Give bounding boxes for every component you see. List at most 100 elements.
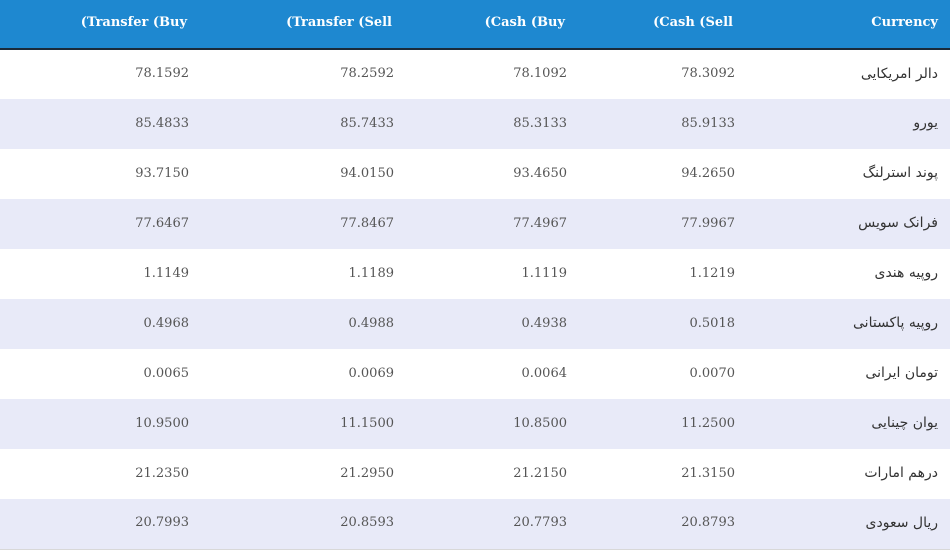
currency-name-cell: فرانک سویس xyxy=(743,199,950,249)
rate-value: 85.4833 xyxy=(135,115,189,131)
cash-sell-cell: 1.1219 xyxy=(575,249,743,299)
rate-value: 0.0064 xyxy=(521,365,568,381)
rate-value: 85.3133 xyxy=(513,115,567,131)
transfer-buy-cell: 0.4968 xyxy=(0,299,197,349)
cash-buy-cell: 0.4938 xyxy=(402,299,575,349)
rate-value: 77.4967 xyxy=(513,215,567,231)
table-row: تومان ایرانی 0.0070 0.0064 0.0069 0.0065 xyxy=(0,349,950,399)
currency-name-cell: درهم امارات xyxy=(743,449,950,499)
rate-value: 1.1149 xyxy=(143,265,190,281)
table-body: دالر امریکایی 78.3092 78.1092 78.2592 78.159… xyxy=(0,49,950,549)
transfer-sell-cell: 0.0069 xyxy=(197,349,402,399)
currency-label: یورو xyxy=(913,115,938,131)
rate-value: 93.7150 xyxy=(135,165,189,181)
transfer-sell-cell: 11.1500 xyxy=(197,399,402,449)
rate-value: 78.3092 xyxy=(681,66,735,81)
transfer-buy-cell: 93.7150 xyxy=(0,149,197,199)
rate-value: 21.2350 xyxy=(135,465,189,481)
rate-value: 0.4938 xyxy=(521,315,568,331)
rate-value: 0.0070 xyxy=(689,365,736,381)
cash-buy-cell: 10.8500 xyxy=(402,399,575,449)
rate-value: 77.9967 xyxy=(681,215,735,231)
cash-sell-cell: 21.3150 xyxy=(575,449,743,499)
rate-value: 0.4968 xyxy=(143,315,190,331)
table-row: درهم امارات 21.3150 21.2150 21.2950 21.2350 xyxy=(0,449,950,499)
rate-value: 85.9133 xyxy=(681,115,735,131)
rate-value: 21.2950 xyxy=(340,465,394,481)
rate-value: 20.7993 xyxy=(135,515,189,531)
table-row: روپیه پاکستانی 0.5018 0.4938 0.4988 0.4968 xyxy=(0,299,950,349)
table-row: ریال سعودی 20.8793 20.7793 20.8593 20.7993 xyxy=(0,499,950,549)
rate-value: 20.7793 xyxy=(513,515,567,531)
cash-buy-cell: 93.4650 xyxy=(402,149,575,199)
rate-value: 11.1500 xyxy=(340,415,394,431)
rate-value: 78.1592 xyxy=(135,66,189,81)
cash-buy-cell: 85.3133 xyxy=(402,99,575,149)
cash-buy-cell: 77.4967 xyxy=(402,199,575,249)
currency-name-cell: ریال سعودی xyxy=(743,499,950,549)
currency-label: ریال سعودی xyxy=(865,514,938,531)
rate-value: 94.2650 xyxy=(681,165,735,181)
rate-value: 21.2150 xyxy=(513,465,567,481)
header-row: Currency (Cash (Sell (Cash (Buy (Transfe… xyxy=(0,0,950,49)
rate-value: 77.8467 xyxy=(340,215,394,231)
cash-sell-cell: 94.2650 xyxy=(575,149,743,199)
transfer-sell-cell: 85.7433 xyxy=(197,99,402,149)
transfer-buy-cell: 0.0065 xyxy=(0,349,197,399)
rate-value: 94.0150 xyxy=(340,165,394,181)
cash-sell-cell: 11.2500 xyxy=(575,399,743,449)
rate-value: 10.9500 xyxy=(135,415,189,431)
table-row: دالر امریکایی 78.3092 78.1092 78.2592 78.159… xyxy=(0,49,950,99)
currency-name-cell: پوند استرلنگ xyxy=(743,149,950,199)
rate-value: 0.4988 xyxy=(348,315,395,331)
cash-sell-cell: 0.5018 xyxy=(575,299,743,349)
currency-label: فرانک سویس xyxy=(858,215,938,231)
rate-value: 11.2500 xyxy=(681,415,735,431)
currency-label: تومان ایرانی xyxy=(865,365,938,381)
header-cash-buy: (Cash (Buy xyxy=(484,15,565,30)
currency-name-cell: دالر امریکایی xyxy=(743,49,950,99)
currency-name-cell: تومان ایرانی xyxy=(743,349,950,399)
transfer-buy-cell: 10.9500 xyxy=(0,399,197,449)
transfer-sell-cell: 0.4988 xyxy=(197,299,402,349)
rate-value: 20.8793 xyxy=(681,515,735,531)
currency-label: یوان چینایی xyxy=(871,415,938,431)
rate-value: 0.0069 xyxy=(348,365,395,381)
rate-value: 0.5018 xyxy=(689,315,736,331)
rate-value: 0.0065 xyxy=(143,365,190,381)
rate-value: 21.3150 xyxy=(681,465,735,481)
rate-value: 1.1219 xyxy=(689,265,736,281)
table-row: یورو 85.9133 85.3133 85.7433 85.4833 xyxy=(0,99,950,149)
transfer-buy-cell: 20.7993 xyxy=(0,499,197,549)
rate-value: 10.8500 xyxy=(513,415,567,431)
rate-value: 78.1092 xyxy=(513,66,567,81)
table-row: روپیه هندی 1.1219 1.1119 1.1189 1.1149 xyxy=(0,249,950,299)
cash-sell-cell: 78.3092 xyxy=(575,49,743,99)
cash-buy-cell: 1.1119 xyxy=(402,249,575,299)
currency-label: درهم امارات xyxy=(864,465,938,481)
currency-label: دالر امریکایی xyxy=(860,65,938,82)
header-transfer-sell: (Transfer (Sell xyxy=(286,15,392,30)
rate-value: 85.7433 xyxy=(340,115,394,131)
cash-sell-cell: 20.8793 xyxy=(575,499,743,549)
currency-label: روپیه هندی xyxy=(874,265,938,281)
currency-name-cell: یورو xyxy=(743,99,950,149)
rate-value: 1.1119 xyxy=(521,265,568,281)
currency-label: روپیه پاکستانی xyxy=(853,315,938,331)
transfer-sell-cell: 77.8467 xyxy=(197,199,402,249)
cash-sell-cell: 0.0070 xyxy=(575,349,743,399)
transfer-sell-cell: 78.2592 xyxy=(197,49,402,99)
currency-name-cell: یوان چینایی xyxy=(743,399,950,449)
table-header: Currency (Cash (Sell (Cash (Buy (Transfe… xyxy=(0,0,950,49)
table-row: فرانک سویس 77.9967 77.4967 77.8467 77.6467 xyxy=(0,199,950,249)
transfer-buy-cell: 21.2350 xyxy=(0,449,197,499)
transfer-sell-cell: 20.8593 xyxy=(197,499,402,549)
currency-label: پوند استرلنگ xyxy=(862,165,938,181)
cash-buy-cell: 78.1092 xyxy=(402,49,575,99)
rate-value: 1.1189 xyxy=(348,265,395,281)
cash-buy-cell: 21.2150 xyxy=(402,449,575,499)
cash-sell-cell: 85.9133 xyxy=(575,99,743,149)
cash-buy-cell: 20.7793 xyxy=(402,499,575,549)
header-currency: Currency xyxy=(871,15,938,30)
